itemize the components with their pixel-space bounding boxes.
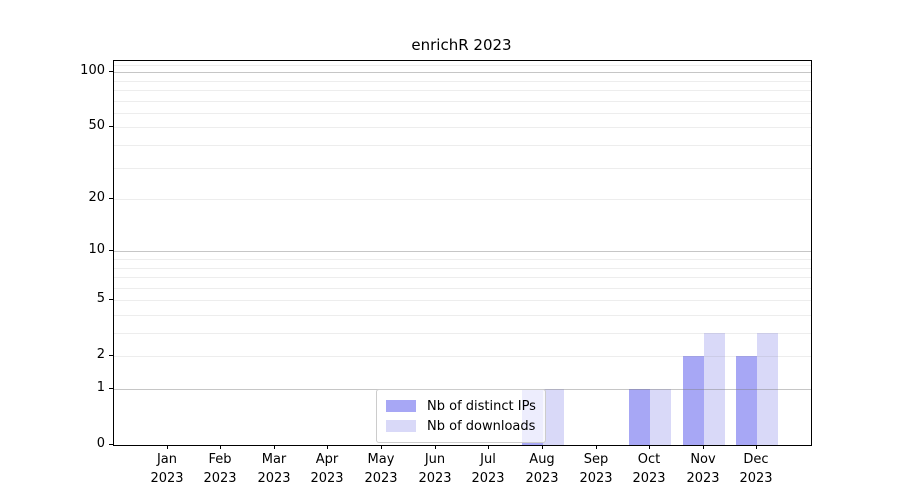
y-tick-mark <box>109 71 113 72</box>
x-tick-label: Sep 2023 <box>579 452 613 486</box>
x-tick-mark <box>542 445 543 449</box>
bar-nov-downloads <box>704 333 725 445</box>
grid-layer <box>114 61 811 445</box>
chart-title: enrichR 2023 <box>411 36 512 54</box>
gridline <box>114 300 811 301</box>
gridline <box>114 90 811 91</box>
y-tick-mark <box>109 299 113 300</box>
x-tick-mark <box>167 445 168 449</box>
legend-item-downloads: Nb of downloads <box>386 416 536 436</box>
x-tick-mark <box>488 445 489 449</box>
gridline <box>114 333 811 334</box>
gridline <box>114 113 811 114</box>
y-tick-mark <box>109 198 113 199</box>
legend-swatch-distinct-ips-icon <box>386 400 416 412</box>
y-tick-label: 10 <box>88 242 105 257</box>
x-tick-label: Jun 2023 <box>418 452 452 486</box>
y-tick-label: 50 <box>88 118 105 133</box>
y-tick-label: 2 <box>96 347 105 362</box>
gridline <box>114 81 811 82</box>
x-tick-label: Jul 2023 <box>471 452 505 486</box>
x-tick-mark <box>596 445 597 449</box>
legend-swatch-downloads-icon <box>386 420 416 432</box>
gridline <box>114 72 811 73</box>
y-tick-mark <box>109 444 113 445</box>
gridline <box>114 288 811 289</box>
gridline <box>114 277 811 278</box>
y-tick-label: 1 <box>96 380 105 395</box>
x-tick-mark <box>756 445 757 449</box>
legend: Nb of distinct IPs Nb of downloads <box>376 389 546 443</box>
gridline <box>114 315 811 316</box>
gridline <box>114 199 811 200</box>
x-tick-mark <box>649 445 650 449</box>
x-tick-mark <box>435 445 436 449</box>
x-tick-label: Aug 2023 <box>525 452 559 486</box>
y-tick-label: 5 <box>96 291 105 306</box>
x-tick-label: Apr 2023 <box>310 452 344 486</box>
x-tick-label: Jan 2023 <box>150 452 184 486</box>
gridline <box>114 65 811 66</box>
x-tick-label: May 2023 <box>364 452 398 486</box>
x-tick-label: Dec 2023 <box>739 452 773 486</box>
legend-label-distinct-ips: Nb of distinct IPs <box>427 398 536 414</box>
bar-dec-downloads <box>757 333 778 445</box>
y-axis: 0 1 2 5 10 20 50 100 <box>0 0 113 500</box>
x-tick-mark <box>327 445 328 449</box>
y-tick-label: 20 <box>88 190 105 205</box>
x-tick-label: Oct 2023 <box>632 452 666 486</box>
gridline <box>114 251 811 252</box>
x-tick-mark <box>220 445 221 449</box>
gridline <box>114 101 811 102</box>
y-tick-label: 100 <box>80 63 105 78</box>
gridline <box>114 259 811 260</box>
gridline <box>114 356 811 357</box>
legend-label-downloads: Nb of downloads <box>427 418 536 434</box>
y-tick-mark <box>109 388 113 389</box>
x-tick-label: Mar 2023 <box>257 452 291 486</box>
y-tick-mark <box>109 250 113 251</box>
gridline <box>114 268 811 269</box>
x-tick-mark <box>381 445 382 449</box>
bar-oct-downloads <box>650 389 671 445</box>
gridline <box>114 127 811 128</box>
gridline <box>114 145 811 146</box>
x-tick-label: Feb 2023 <box>203 452 237 486</box>
bar-aug-downloads <box>543 389 564 445</box>
bar-nov-ips <box>683 356 704 445</box>
x-tick-mark <box>274 445 275 449</box>
y-tick-mark <box>109 126 113 127</box>
bar-oct-ips <box>629 389 650 445</box>
y-tick-mark <box>109 355 113 356</box>
plot-area <box>113 60 812 446</box>
gridline <box>114 168 811 169</box>
x-tick-mark <box>703 445 704 449</box>
bar-dec-ips <box>736 356 757 445</box>
y-tick-label: 0 <box>96 436 105 451</box>
legend-item-distinct-ips: Nb of distinct IPs <box>386 396 536 416</box>
x-tick-label: Nov 2023 <box>686 452 720 486</box>
